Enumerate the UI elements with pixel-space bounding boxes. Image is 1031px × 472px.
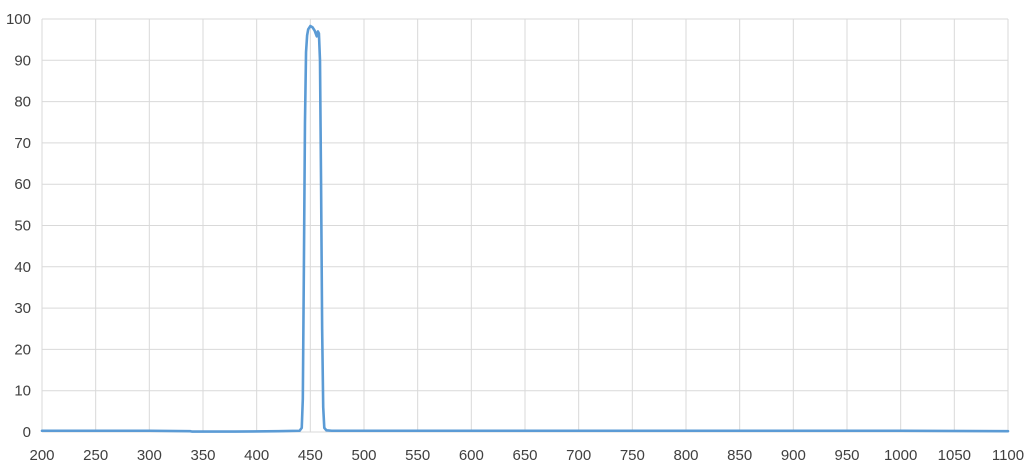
y-tick-label-100: 100: [6, 11, 31, 28]
y-tick-label-80: 80: [14, 94, 31, 111]
y-tick-label-70: 70: [14, 135, 31, 152]
y-tick-label-90: 90: [14, 52, 31, 69]
y-tick-label-40: 40: [14, 259, 31, 276]
x-tick-label-750: 750: [620, 447, 645, 464]
x-tick-label-900: 900: [781, 447, 806, 464]
x-tick-label-700: 700: [566, 447, 591, 464]
x-tick-label-350: 350: [190, 447, 215, 464]
x-tick-label-800: 800: [673, 447, 698, 464]
x-tick-label-250: 250: [83, 447, 108, 464]
y-tick-label-10: 10: [14, 383, 31, 400]
x-axis-tick-labels: 200 250 300 350 400 450 500 550 600 650 700 750 800 8…: [29, 447, 1024, 464]
x-tick-label-950: 950: [834, 447, 859, 464]
x-tick-label-600: 600: [459, 447, 484, 464]
y-tick-label-50: 50: [14, 218, 31, 235]
x-tick-label-1000: 1000: [884, 447, 917, 464]
series-line-0: [40, 24, 1010, 433]
x-tick-label-450: 450: [298, 447, 323, 464]
y-tick-label-20: 20: [14, 341, 31, 358]
x-tick-label-550: 550: [405, 447, 430, 464]
x-tick-label-500: 500: [351, 447, 376, 464]
horizontal-gridlines: [42, 18, 1008, 433]
x-tick-label-200: 200: [29, 447, 54, 464]
x-tick-label-400: 400: [244, 447, 269, 464]
y-tick-label-60: 60: [14, 176, 31, 193]
x-tick-label-650: 650: [512, 447, 537, 464]
x-tick-label-850: 850: [727, 447, 752, 464]
x-tick-label-1050: 1050: [938, 447, 971, 464]
y-tick-label-30: 30: [14, 300, 31, 317]
series-layer: [40, 24, 1010, 433]
x-tick-label-300: 300: [137, 447, 162, 464]
y-axis-tick-labels: 0 10 20 30 40 50 60 70 80 90 100: [6, 11, 31, 441]
y-tick-label-0: 0: [23, 424, 31, 441]
x-tick-label-1100: 1100: [992, 447, 1024, 464]
